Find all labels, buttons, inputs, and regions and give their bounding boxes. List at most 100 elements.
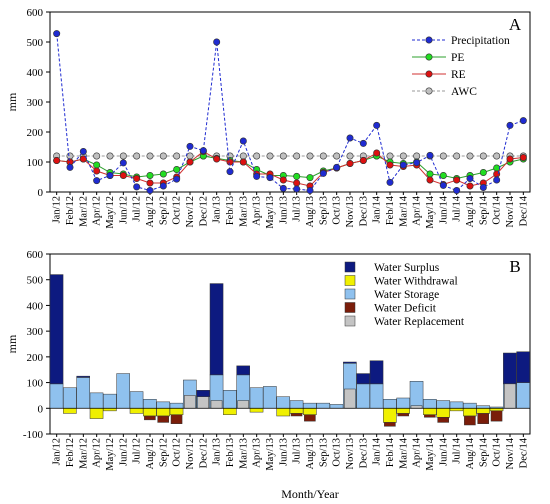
y-tick-label-b: -100: [23, 429, 44, 441]
x-tick-label-a: Oct/14: [492, 195, 503, 224]
x-tick-label-b: Sep/14: [478, 437, 489, 467]
data-point-pe: [439, 172, 447, 180]
x-tick-label-b: Jan/13: [212, 438, 223, 465]
legend-swatch-b: [344, 275, 356, 286]
x-tick-label-a: Sep/13: [318, 196, 329, 225]
x-tick-label-a: Apr/12: [92, 196, 103, 226]
bar-water-storage: [409, 381, 424, 409]
panel-label-a: A: [509, 15, 522, 34]
data-point-precipitation: [93, 177, 101, 185]
data-point-precipitation: [439, 181, 447, 189]
bar-water-surplus: [343, 361, 357, 364]
x-tick-label-b: Jul/12: [132, 438, 143, 464]
data-point-re: [386, 161, 394, 169]
bar-water-withdrawal: [463, 408, 477, 417]
bar-water-storage: [156, 401, 170, 409]
x-tick-label-a: Apr/14: [412, 195, 423, 225]
bar-water-withdrawal: [249, 408, 264, 413]
x-tick-label-b: Jul/14: [452, 437, 463, 463]
y-tick-label-b: 300: [27, 326, 44, 338]
bar-water-deficit: [477, 413, 489, 424]
bar-water-deficit: [144, 415, 156, 421]
x-tick-label-a: Mar/12: [78, 196, 89, 227]
bar-water-replacement: [237, 400, 249, 409]
data-point-awc: [466, 152, 474, 160]
legend-marker-a: [425, 87, 433, 95]
bar-water-storage: [169, 402, 184, 409]
x-tick-label-b: May/13: [265, 438, 276, 471]
legend-label-a: PE: [451, 52, 464, 64]
x-tick-label-a: Apr/13: [252, 196, 263, 226]
bar-water-storage: [369, 383, 384, 409]
x-tick-label-b: Nov/14: [505, 437, 516, 469]
x-tick-label-a: Jul/14: [452, 195, 463, 221]
data-point-precipitation: [66, 163, 74, 171]
x-tick-label-a: Feb/14: [385, 195, 396, 225]
data-point-awc: [439, 152, 447, 160]
y-axis-label-a: mm: [5, 92, 19, 111]
bar-water-surplus: [196, 390, 210, 397]
data-point-precipitation: [239, 137, 247, 145]
data-point-re: [93, 167, 101, 175]
data-point-awc: [66, 152, 74, 160]
data-point-re: [466, 182, 474, 190]
bar-water-surplus: [503, 352, 517, 385]
data-point-precipitation: [386, 178, 394, 186]
data-point-precipitation: [426, 151, 434, 159]
data-point-re: [239, 158, 247, 166]
bar-water-withdrawal: [63, 408, 77, 414]
x-axis-label-b: Month/Year: [281, 487, 338, 501]
data-point-re: [79, 155, 87, 163]
data-point-precipitation: [493, 176, 501, 184]
legend-marker-a: [425, 53, 433, 61]
data-point-precipitation: [106, 172, 114, 180]
bar-water-storage: [356, 383, 370, 409]
x-tick-label-b: Aug/12: [145, 438, 156, 470]
data-point-re: [279, 176, 287, 184]
data-point-re: [506, 155, 514, 163]
y-tick-label-b: 500: [27, 275, 44, 287]
data-point-awc: [453, 152, 461, 160]
legend-swatch-b: [344, 315, 356, 327]
x-tick-label-b: Apr/13: [252, 438, 263, 468]
x-tick-label-b: Aug/13: [305, 438, 316, 470]
bar-water-withdrawal: [396, 408, 410, 414]
legend-marker-a: [425, 36, 433, 44]
bar-water-withdrawal: [436, 408, 450, 418]
data-point-awc: [266, 152, 274, 160]
bar-water-storage: [516, 382, 530, 409]
y-tick-label-b: 100: [27, 378, 44, 390]
x-tick-label-a: Jun/12: [118, 196, 129, 224]
bar-water-withdrawal: [276, 408, 290, 417]
x-tick-label-a: Sep/14: [478, 195, 489, 225]
x-tick-label-a: Jul/13: [292, 196, 303, 222]
data-point-precipitation: [399, 161, 407, 169]
x-tick-label-a: Dec/13: [358, 196, 369, 226]
data-point-precipitation: [266, 174, 274, 182]
x-tick-label-b: Mar/12: [78, 438, 89, 469]
y-axis-label-b: mm: [5, 334, 19, 353]
data-point-re: [453, 176, 461, 184]
data-point-awc: [93, 152, 101, 160]
bar-water-storage: [436, 400, 450, 409]
bar-water-withdrawal: [383, 408, 397, 423]
bar-water-storage: [463, 402, 477, 409]
x-tick-label-b: Jan/14: [372, 437, 383, 465]
x-tick-label-b: Apr/12: [92, 438, 103, 468]
data-point-precipitation: [479, 184, 487, 192]
legend-marker-a: [425, 70, 433, 78]
x-tick-label-a: Oct/12: [172, 196, 183, 225]
bar-water-storage: [383, 399, 397, 409]
bar-water-deficit: [490, 410, 503, 422]
x-tick-label-b: Mar/14: [398, 437, 409, 469]
data-point-pe: [146, 172, 154, 180]
data-point-precipitation: [186, 142, 194, 150]
x-tick-label-a: Jul/12: [132, 196, 143, 222]
bar-water-withdrawal: [89, 408, 104, 419]
bar-water-storage: [116, 373, 130, 409]
x-tick-label-a: Dec/14: [518, 195, 529, 226]
bar-water-surplus: [236, 365, 250, 376]
x-tick-label-b: Dec/12: [198, 438, 209, 468]
bar-water-deficit: [397, 413, 409, 417]
bar-water-withdrawal: [129, 408, 144, 414]
